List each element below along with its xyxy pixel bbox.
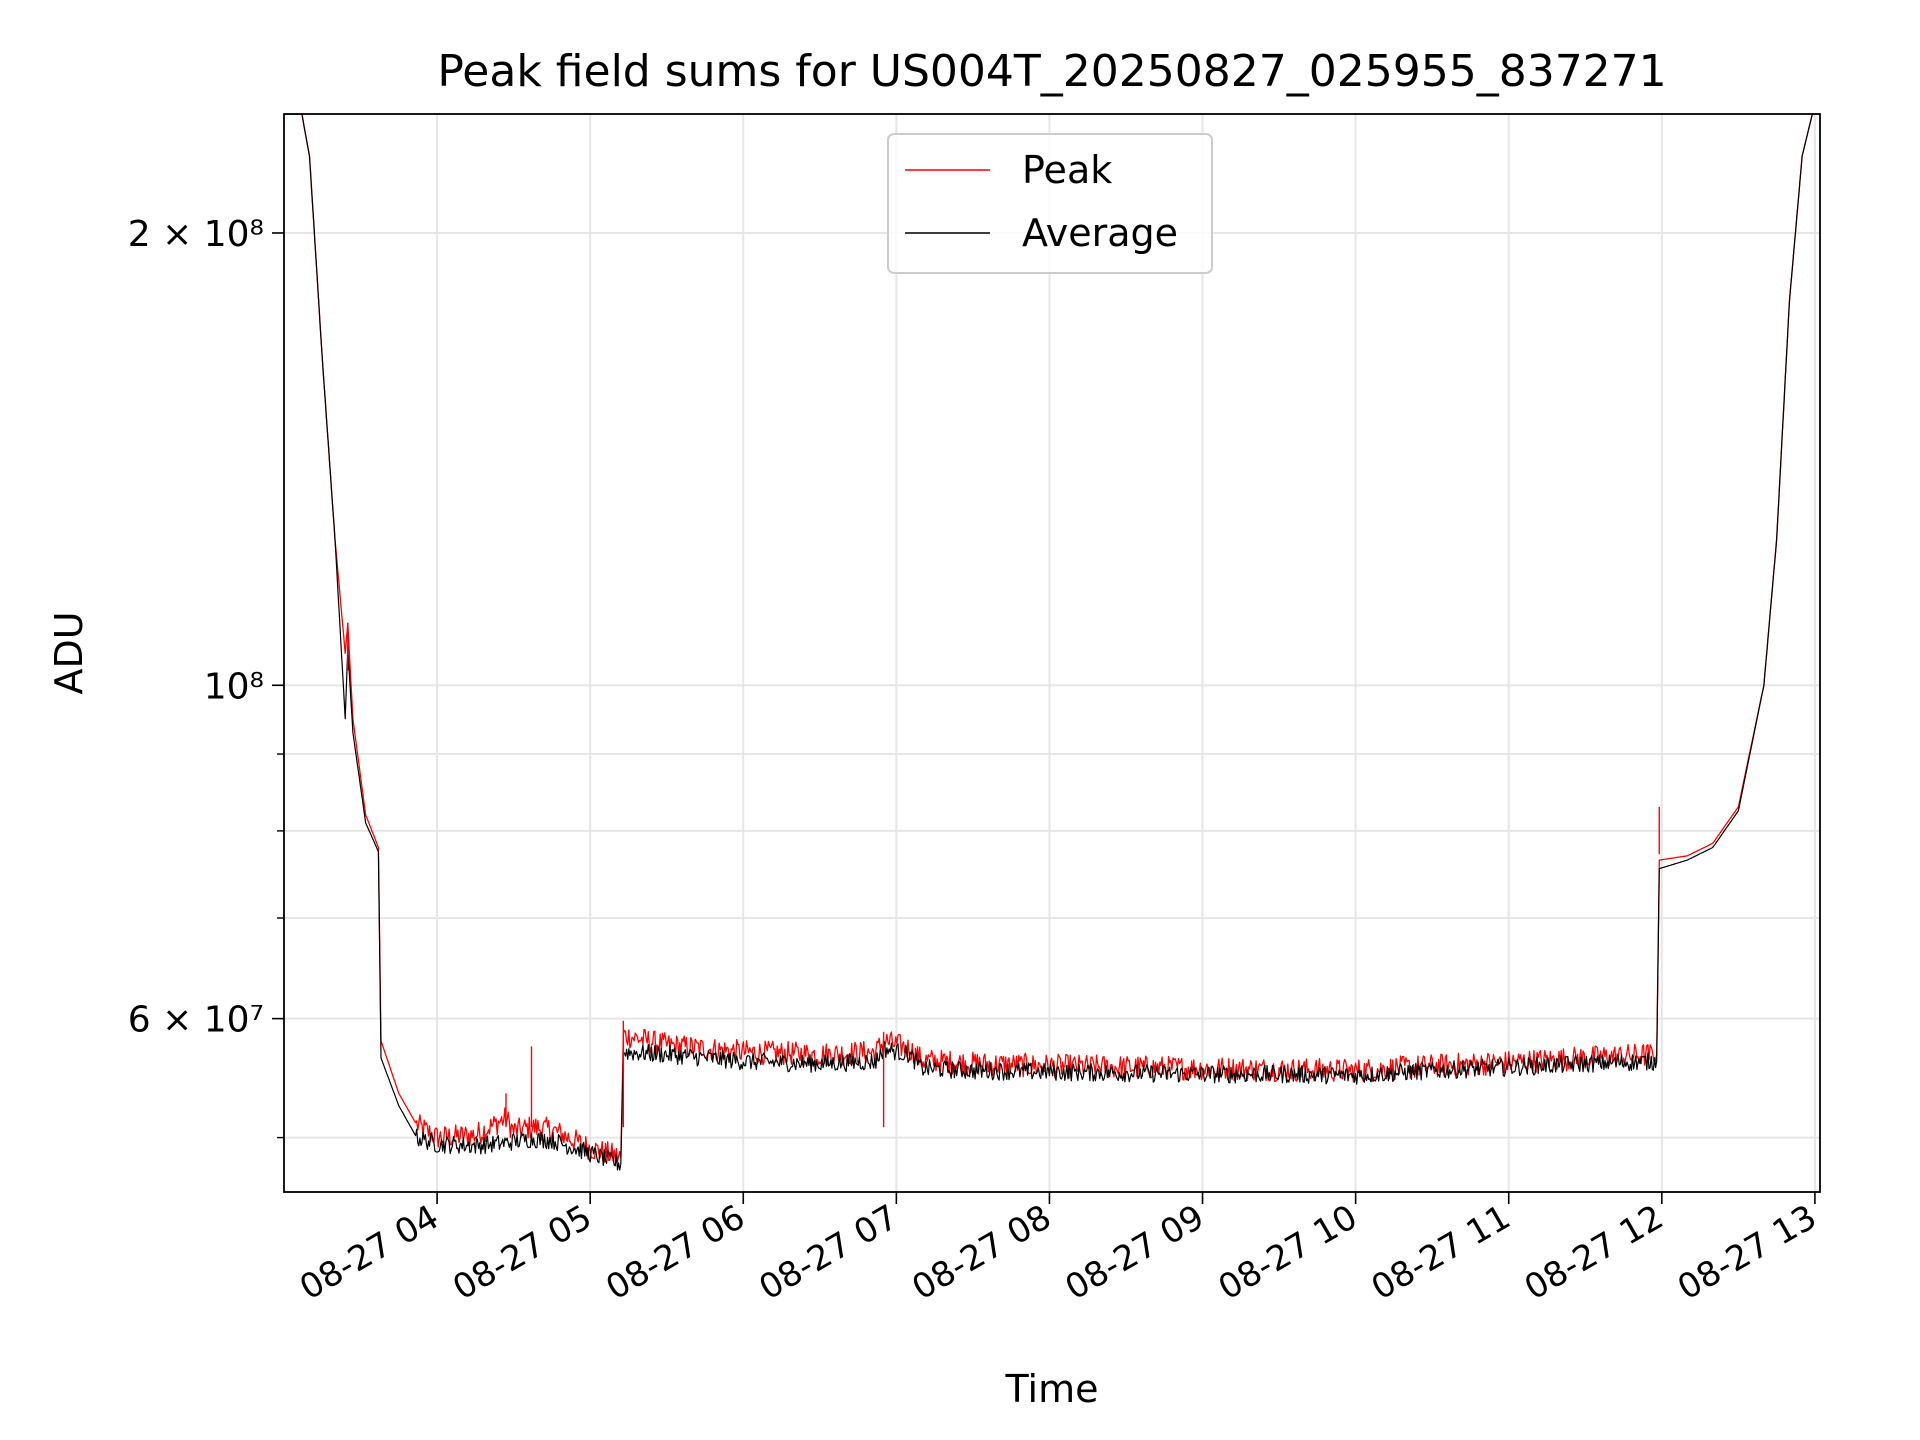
legend-peak-label: Peak: [1022, 148, 1112, 192]
x-axis-label: Time: [1005, 1367, 1099, 1411]
series-layer: [284, 114, 1820, 1171]
y-tick-label: 6 × 10⁷: [128, 1000, 264, 1041]
legend: Peak Average: [887, 133, 1213, 274]
y-tick-label: 10⁸: [204, 666, 264, 707]
grid-layer: [284, 114, 1820, 1192]
y-tick-label: 2 × 10⁸: [128, 214, 264, 255]
series-line-peak: [284, 114, 1820, 1163]
plot-frame: [283, 113, 1821, 1193]
y-axis-label: ADU: [47, 611, 91, 694]
series-line-average: [284, 114, 1820, 1171]
legend-average-label: Average: [1022, 211, 1178, 255]
legend-box: [887, 133, 1213, 274]
chart-title: Peak field sums for US004T_20250827_0259…: [437, 46, 1666, 97]
